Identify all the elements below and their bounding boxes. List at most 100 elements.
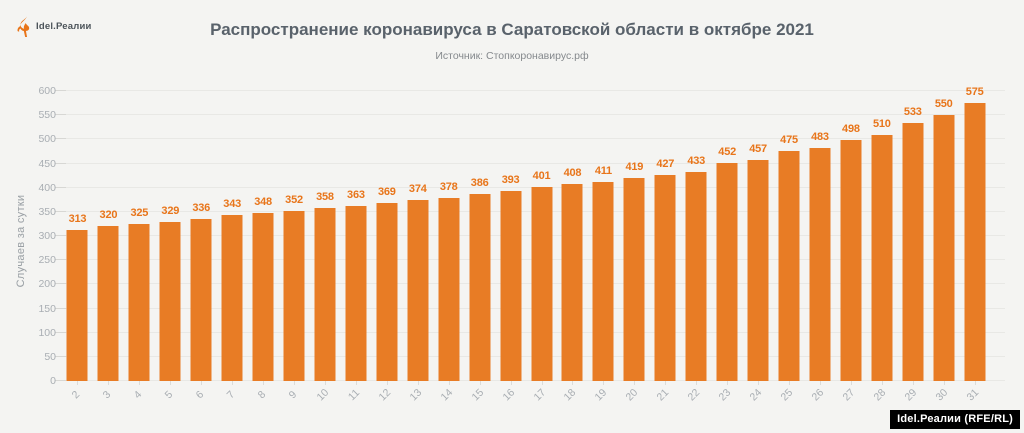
bar-slot-day-30: 550 30 — [928, 91, 959, 403]
bar-slot-day-14: 378 14 — [433, 91, 464, 403]
x-tick-mark — [603, 381, 605, 385]
bar-slot-day-29: 533 29 — [897, 91, 928, 403]
bar-day-26 — [809, 147, 831, 381]
x-tick-mark — [912, 381, 914, 385]
y-tick-mark — [55, 259, 66, 261]
bar-day-22 — [685, 171, 707, 381]
y-tick-mark — [55, 138, 66, 140]
x-tick-label-day-2: 2 — [70, 388, 83, 402]
y-tick-label: 550 — [38, 109, 56, 122]
bar-day-8 — [252, 212, 274, 381]
x-tick-label-day-10: 10 — [314, 386, 332, 404]
value-label-day-13: 374 — [408, 183, 427, 196]
value-label-day-29: 533 — [903, 106, 922, 119]
bar-day-31 — [964, 103, 986, 381]
bar-slot-day-8: 348 8 — [248, 91, 279, 401]
bar-slot-day-18: 408 18 — [557, 91, 588, 403]
bar-slot-day-31: 575 31 — [959, 86, 990, 403]
y-tick-label: 600 — [38, 85, 56, 97]
x-tick-label-day-15: 15 — [469, 386, 486, 404]
bar-day-19 — [592, 182, 614, 381]
x-tick-mark — [510, 381, 512, 385]
bar-day-10 — [314, 207, 336, 381]
value-label-day-18: 408 — [563, 166, 582, 179]
bar-day-28 — [871, 134, 893, 381]
x-tick-mark — [727, 381, 729, 385]
y-tick-label: 450 — [38, 157, 56, 170]
bar-slot-day-27: 498 27 — [835, 91, 866, 403]
y-tick-mark — [55, 186, 66, 188]
bar-day-6 — [190, 218, 212, 381]
x-tick-label-day-8: 8 — [255, 388, 269, 402]
x-tick-label-day-3: 3 — [101, 388, 114, 402]
bar-slot-day-25: 475 25 — [774, 91, 805, 403]
x-tick-mark — [572, 381, 574, 385]
value-label-day-26: 483 — [811, 130, 829, 143]
bar-slot-day-5: 329 5 — [155, 91, 186, 401]
x-tick-mark — [324, 381, 326, 385]
gridline — [62, 114, 1005, 116]
x-tick-mark — [541, 381, 543, 385]
x-tick-label-day-26: 26 — [809, 386, 827, 404]
bar-day-4 — [128, 223, 150, 381]
bar-day-12 — [376, 202, 398, 381]
bar-slot-day-28: 510 28 — [866, 91, 897, 403]
bar-day-5 — [159, 221, 181, 381]
bar-slot-day-17: 401 17 — [526, 91, 557, 403]
x-tick-label-day-16: 16 — [500, 386, 517, 404]
x-tick-label-day-24: 24 — [747, 386, 765, 404]
value-label-day-22: 433 — [687, 154, 706, 167]
bar-slot-day-20: 419 20 — [619, 91, 650, 403]
x-tick-mark — [263, 381, 265, 385]
value-label-day-3: 320 — [99, 209, 118, 222]
watermark-badge: Idel.Реалии (RFE/RL) — [890, 410, 1020, 429]
bar-slot-day-9: 352 9 — [279, 91, 310, 401]
y-tick-mark — [55, 114, 66, 116]
value-label-day-8: 348 — [254, 195, 272, 208]
publisher-logo: Idel.Реалии — [17, 16, 92, 37]
y-tick-label: 350 — [38, 205, 56, 218]
bar-slot-day-16: 393 16 — [495, 91, 526, 403]
x-tick-label-day-11: 11 — [345, 386, 363, 404]
y-axis: 0 50 100 150 200 250 300 350 400 450 500 550 600 — [0, 85, 56, 387]
bar-day-3 — [97, 226, 119, 381]
x-tick-label-day-18: 18 — [561, 386, 579, 404]
bar-slot-day-19: 411 19 — [588, 91, 619, 403]
bar-slot-day-7: 343 7 — [217, 91, 248, 401]
x-tick-mark — [758, 381, 760, 385]
value-label-day-17: 401 — [532, 170, 551, 183]
x-tick-label-day-27: 27 — [840, 386, 858, 404]
bar-day-14 — [438, 198, 460, 381]
bar-day-27 — [840, 140, 862, 381]
value-label-day-30: 550 — [934, 98, 953, 111]
y-tick-label: 300 — [38, 230, 56, 242]
x-tick-mark — [665, 381, 667, 385]
x-tick-mark — [139, 381, 141, 385]
y-tick-mark — [55, 283, 66, 285]
x-tick-mark — [696, 381, 698, 385]
bar-day-21 — [654, 174, 676, 381]
y-tick-mark — [55, 162, 66, 164]
bar-day-16 — [500, 191, 522, 381]
bar-slot-day-26: 483 26 — [805, 91, 836, 403]
y-tick-mark — [55, 355, 66, 357]
value-label-day-19: 411 — [594, 165, 612, 178]
bar-slot-day-21: 427 21 — [650, 91, 681, 403]
x-tick-label-day-31: 31 — [964, 386, 981, 404]
value-label-day-7: 343 — [223, 198, 242, 211]
x-tick-label-day-19: 19 — [592, 386, 610, 404]
value-label-day-4: 325 — [130, 206, 149, 219]
x-tick-label-day-6: 6 — [193, 388, 207, 402]
gridline — [62, 186, 1005, 188]
value-label-day-10: 358 — [316, 190, 334, 203]
bar-day-9 — [283, 210, 305, 381]
x-tick-label-day-5: 5 — [162, 388, 176, 402]
x-tick-mark — [789, 381, 791, 385]
y-tick-mark — [55, 380, 66, 381]
y-tick-label: 200 — [38, 278, 56, 291]
value-label-day-25: 475 — [780, 134, 798, 147]
x-tick-mark — [77, 381, 79, 385]
bar-slot-day-11: 363 11 — [340, 91, 371, 403]
y-tick-label: 500 — [38, 133, 56, 146]
